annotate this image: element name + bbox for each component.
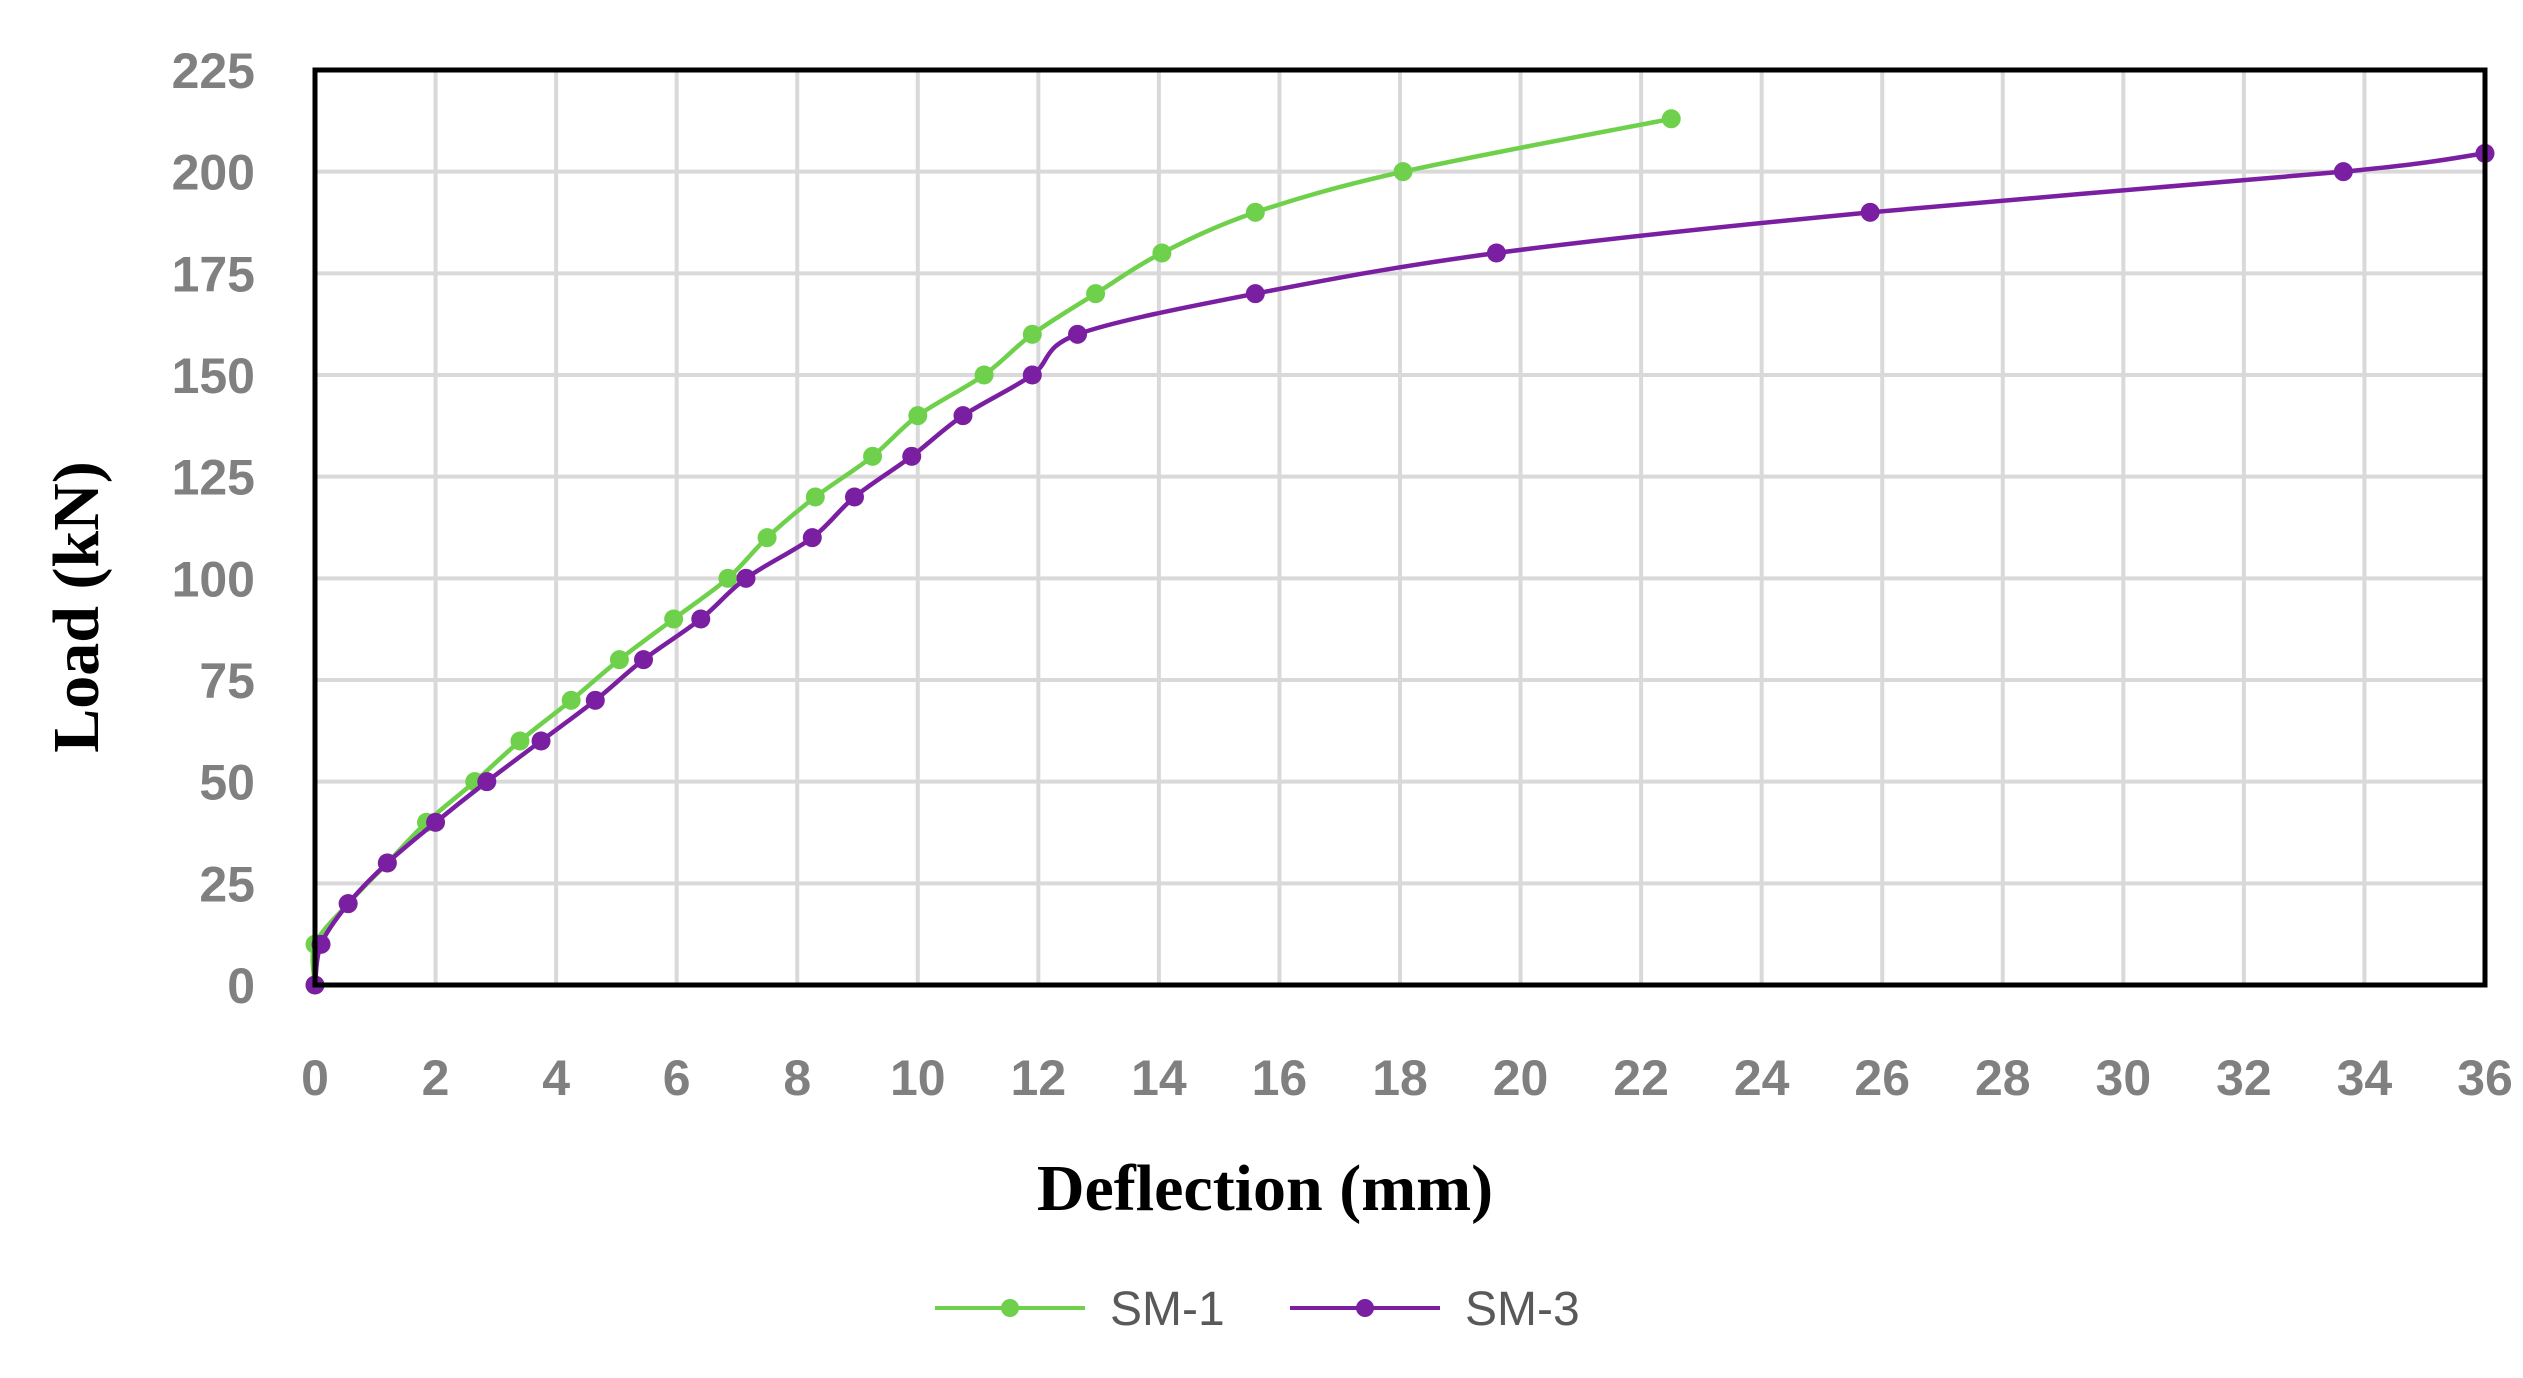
y-tick-label: 200 xyxy=(172,145,255,201)
series-layer xyxy=(305,109,2495,995)
legend-item-sm-1[interactable]: SM-1 xyxy=(935,1283,1225,1336)
y-tick-label: 50 xyxy=(199,755,255,811)
y-tick-label: 125 xyxy=(172,450,255,506)
x-tick-label: 26 xyxy=(1854,1050,1910,1106)
data-point-sm-1 xyxy=(1393,162,1413,182)
data-point-sm-1 xyxy=(805,487,825,507)
data-point-sm-3 xyxy=(531,731,551,751)
y-tick-label: 0 xyxy=(227,958,255,1014)
plot-area-frame xyxy=(312,67,2488,988)
x-axis-title: Deflection (mm) xyxy=(1037,1152,1493,1225)
legend-item-sm-3[interactable]: SM-3 xyxy=(1290,1283,1580,1336)
x-tick-label: 16 xyxy=(1252,1050,1308,1106)
y-axis-tick-labels: 0 25 50 75 100 125 150 175 200 225 xyxy=(172,43,255,1014)
legend-label-sm-1: SM-1 xyxy=(1110,1283,1225,1336)
data-point-sm-1 xyxy=(718,568,738,588)
data-point-sm-3 xyxy=(1245,284,1265,304)
y-tick-label: 75 xyxy=(199,653,255,709)
data-point-sm-1 xyxy=(609,650,629,670)
y-tick-label: 225 xyxy=(172,43,255,99)
series-line-sm-3 xyxy=(312,151,2486,986)
x-tick-label: 10 xyxy=(890,1050,946,1106)
x-tick-label: 6 xyxy=(663,1050,691,1106)
data-point-sm-3 xyxy=(477,772,497,792)
data-point-sm-1 xyxy=(1086,284,1106,304)
data-point-sm-3 xyxy=(844,487,864,507)
data-point-sm-3 xyxy=(634,650,654,670)
legend: SM-1 SM-3 xyxy=(935,1283,1580,1336)
data-point-sm-1 xyxy=(908,406,928,426)
data-point-sm-1 xyxy=(974,365,994,385)
data-point-sm-3 xyxy=(426,812,446,832)
grid-lines xyxy=(313,68,2487,987)
x-tick-label: 12 xyxy=(1011,1050,1067,1106)
x-tick-label: 18 xyxy=(1372,1050,1428,1106)
y-tick-label: 150 xyxy=(172,348,255,404)
x-axis-tick-labels: 0 2 4 6 8 10 12 14 16 18 20 22 24 26 28 30 32 34 36 xyxy=(301,1050,2513,1106)
data-point-sm-3 xyxy=(1860,202,1880,222)
x-tick-label: 24 xyxy=(1734,1050,1790,1106)
data-point-sm-3 xyxy=(377,853,397,873)
data-point-sm-1 xyxy=(510,731,530,751)
legend-label-sm-3: SM-3 xyxy=(1465,1283,1580,1336)
x-tick-label: 36 xyxy=(2457,1050,2513,1106)
data-point-sm-1 xyxy=(1245,202,1265,222)
data-point-sm-3 xyxy=(2333,162,2353,182)
series-sm-3 xyxy=(305,143,2495,995)
data-point-sm-1 xyxy=(561,690,581,710)
data-point-sm-1 xyxy=(1661,109,1681,129)
x-tick-label: 14 xyxy=(1131,1050,1187,1106)
series-line-sm-1 xyxy=(310,116,1672,986)
data-point-sm-3 xyxy=(691,609,711,629)
x-tick-label: 8 xyxy=(783,1050,811,1106)
x-tick-label: 22 xyxy=(1613,1050,1669,1106)
x-tick-label: 34 xyxy=(2337,1050,2393,1106)
data-point-sm-3 xyxy=(1068,324,1088,344)
series-sm-1 xyxy=(305,109,1681,995)
legend-marker-sm-1 xyxy=(1001,1299,1019,1317)
x-tick-label: 0 xyxy=(301,1050,329,1106)
data-point-sm-1 xyxy=(664,609,684,629)
data-point-sm-1 xyxy=(1152,243,1172,263)
y-axis-title: Load (kN) xyxy=(40,461,113,753)
data-point-sm-3 xyxy=(1486,243,1506,263)
x-tick-label: 28 xyxy=(1975,1050,2031,1106)
x-tick-label: 32 xyxy=(2216,1050,2272,1106)
data-point-sm-1 xyxy=(757,528,777,548)
data-point-sm-3 xyxy=(953,406,973,426)
legend-marker-sm-3 xyxy=(1356,1299,1374,1317)
data-point-sm-3 xyxy=(902,446,922,466)
x-tick-label: 2 xyxy=(422,1050,450,1106)
data-point-sm-1 xyxy=(863,446,883,466)
data-point-sm-3 xyxy=(585,690,605,710)
y-tick-label: 100 xyxy=(172,551,255,607)
data-point-sm-3 xyxy=(802,528,822,548)
x-tick-label: 4 xyxy=(542,1050,570,1106)
x-tick-label: 20 xyxy=(1493,1050,1549,1106)
data-point-sm-1 xyxy=(1022,324,1042,344)
x-tick-label: 30 xyxy=(2096,1050,2152,1106)
y-tick-label: 175 xyxy=(172,246,255,302)
y-tick-label: 25 xyxy=(199,856,255,912)
data-point-sm-3 xyxy=(338,894,358,914)
data-point-sm-3 xyxy=(1022,365,1042,385)
data-point-sm-3 xyxy=(736,568,756,588)
